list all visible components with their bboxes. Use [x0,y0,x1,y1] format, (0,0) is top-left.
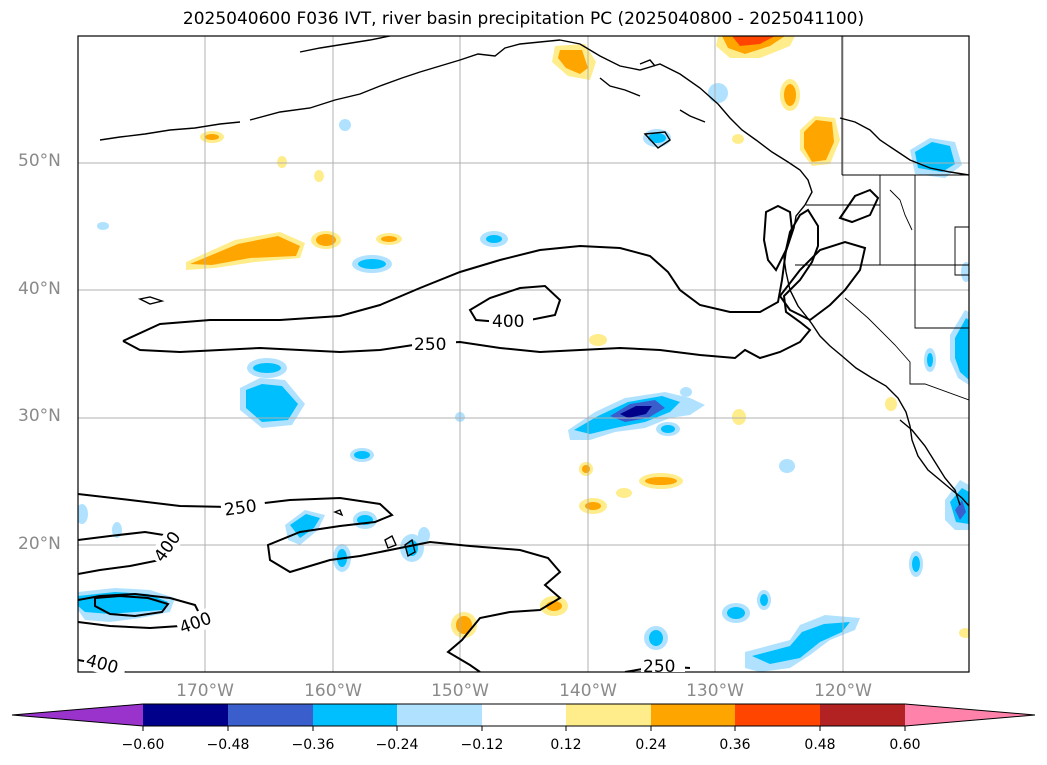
colorbar-bin [735,704,820,726]
lat-label-20n: 20°N [18,534,61,554]
colorbar-bin [482,704,566,726]
contour-label-250-c: 250 [643,657,675,677]
colorbar-tick: 0.48 [804,737,836,753]
colorbar-tick: 0.24 [635,737,667,753]
negative-anomaly-patches [78,83,969,672]
colorbar-bin [566,704,651,726]
map-layers [78,36,969,672]
lon-label-140w: 140°W [559,681,617,701]
lat-label-40n: 40°N [18,279,61,299]
colorbar-tick: −0.36 [291,737,335,753]
contour-label-halo [82,649,128,680]
colorbar-over-arrow [905,704,1035,726]
colorbar-tick: −0.12 [460,737,504,753]
colorbar-bin [820,704,905,726]
colorbar-tick: −0.60 [121,737,165,753]
contour-label-halo [489,311,533,331]
lat-label-50n: 50°N [18,151,61,171]
lon-label-160w: 160°W [304,681,362,701]
colorbar-tick: −0.48 [206,737,250,753]
colorbar-bin [313,704,397,726]
colorbar-bin [143,704,228,726]
contour-label-250-a: 250 [414,335,446,355]
contour-label-250-b: 250 [223,496,258,520]
colorbar-tick: −0.24 [375,737,419,753]
lon-label-120w: 120°W [814,681,872,701]
contour-label-group: 400 250 250 400 400 400 250 [82,311,685,680]
contour-label-400-d: 400 [84,651,121,679]
coastlines [99,36,969,558]
political-borders [795,36,969,401]
colorbar-bin [651,704,735,726]
colorbar-bin [397,704,482,726]
precip-shading [78,36,969,672]
gridlines [78,36,969,672]
lat-label-30n: 30°N [18,406,61,426]
contour-label-halo [412,334,456,354]
colorbar-under-arrow [12,704,143,726]
map-border [77,35,970,673]
contour-label-halo [148,522,188,568]
lon-label-130w: 130°W [686,681,744,701]
lon-label-150w: 150°W [431,681,489,701]
colorbar-bin [228,704,313,726]
contour-label-halo [174,605,222,639]
positive-anomaly-patches [186,36,969,638]
colorbar [11,703,1036,731]
colorbar-tick: 0.60 [889,737,921,753]
colorbar-tick: 0.12 [550,737,582,753]
contour-label-halo [219,493,267,519]
contour-label-halo [641,656,685,672]
map-title: 2025040600 F036 IVT, river basin precipi… [182,9,865,29]
contour-label-400-c: 400 [177,609,214,639]
contour-label-400-a: 400 [492,312,524,332]
lon-label-170w: 170°W [176,681,234,701]
colorbar-tick: 0.36 [719,737,751,753]
